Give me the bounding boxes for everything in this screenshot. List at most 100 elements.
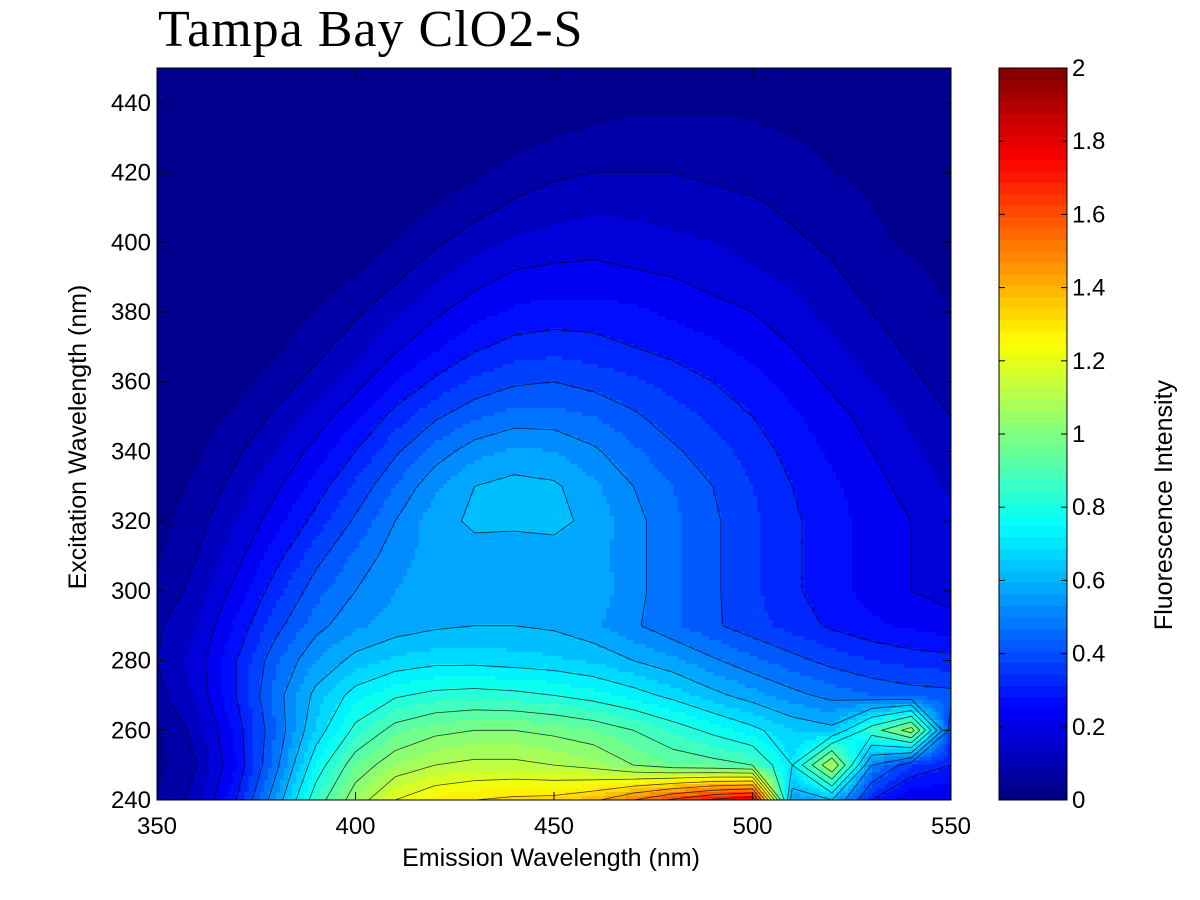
colorbar-swatch: [999, 674, 1067, 687]
colorbar-tick-label: 1.8: [1072, 128, 1105, 155]
contour-layer: [157, 68, 951, 800]
colorbar-tick-label: 0.6: [1072, 567, 1105, 594]
colorbar-swatch: [999, 376, 1067, 389]
colorbar-swatch: [999, 308, 1067, 321]
colorbar-tick-label: 1.6: [1072, 201, 1105, 228]
colorbar-tick-label: 0.8: [1072, 494, 1105, 521]
contour-band: [399, 776, 773, 800]
colorbar-tick-label: 1.2: [1072, 348, 1105, 375]
contour-band: [430, 780, 769, 800]
colorbar: 0 0.2 0.4 0.6 0.8 1 1.2 1.4 1.6 1.8 2: [998, 55, 1105, 814]
colorbar-swatch: [999, 193, 1067, 206]
colorbar-swatch: [999, 365, 1067, 378]
colorbar-swatch: [999, 639, 1067, 652]
colorbar-swatch: [999, 228, 1067, 240]
colorbar-swatch: [999, 719, 1067, 732]
y-tick-label: 380: [111, 299, 151, 326]
colorbar-swatch: [999, 445, 1067, 458]
colorbar-swatch: [999, 708, 1067, 721]
axes: 350 400 450 500 550 240 260 280 300 320 340 360 380 4…: [111, 67, 971, 840]
colorbar-swatch: [999, 571, 1067, 584]
colorbar-swatch: [999, 559, 1067, 572]
colorbar-swatch: [999, 319, 1067, 332]
colorbar-swatch: [999, 742, 1067, 755]
colorbar-swatch: [999, 731, 1067, 744]
colorbar-swatch: [999, 456, 1067, 469]
colorbar-label: Fluorescence Intensity: [1150, 379, 1178, 630]
colorbar-swatch: [999, 182, 1067, 195]
colorbar-swatch: [999, 605, 1067, 618]
colorbar-swatch: [999, 113, 1067, 126]
colorbar-swatch: [999, 765, 1067, 778]
colorbar-swatch: [999, 434, 1067, 446]
colorbar-swatch: [999, 216, 1067, 229]
colorbar-swatch: [999, 468, 1067, 481]
contour-band: [276, 448, 940, 800]
colorbar-swatch: [999, 582, 1067, 595]
colorbar-swatch: [999, 342, 1067, 355]
contour-band: [494, 780, 769, 800]
colorbar-swatch: [999, 331, 1067, 343]
colorbar-swatch: [999, 262, 1067, 275]
chart-title: Tampa Bay ClO2-S: [158, 1, 584, 58]
colorbar-swatch: [999, 148, 1067, 160]
colorbar-swatch: [999, 525, 1067, 538]
colorbar-swatch: [999, 388, 1067, 401]
y-tick-label: 340: [111, 438, 151, 465]
contour-band: [581, 784, 765, 800]
colorbar-swatch: [999, 536, 1067, 549]
x-tick-label: 450: [534, 813, 574, 840]
colorbar-swatch: [999, 159, 1067, 172]
contour-band: [295, 664, 932, 800]
colorbar-swatch: [999, 296, 1067, 309]
colorbar-swatch: [999, 502, 1067, 515]
colorbar-tick-label: 1.4: [1072, 275, 1105, 302]
colorbar-swatch: [999, 79, 1067, 92]
contour-band: [645, 788, 753, 800]
x-tick-label: 500: [732, 813, 772, 840]
colorbar-swatch: [999, 754, 1067, 767]
y-tick-label: 440: [111, 90, 151, 117]
colorbar-swatch: [999, 777, 1067, 789]
colorbar-tick-label: 0.2: [1072, 714, 1105, 741]
colorbar-swatch: [999, 90, 1067, 103]
y-tick-label: 300: [111, 578, 151, 605]
colorbar-swatch: [999, 399, 1067, 412]
colorbar-swatch: [999, 273, 1067, 286]
contour-band: [184, 216, 951, 800]
y-tick-label: 360: [111, 369, 151, 396]
contour-band: [288, 648, 936, 800]
contour-band: [284, 476, 936, 800]
colorbar-tick-label: 1: [1072, 421, 1085, 448]
x-tick-label: 350: [137, 813, 177, 840]
contour-band: [157, 172, 951, 800]
colorbar-swatch: [999, 285, 1067, 298]
contour-band: [157, 68, 951, 793]
y-tick-label: 260: [111, 717, 151, 744]
contour-band: [220, 300, 951, 800]
contour-band: [355, 744, 837, 800]
colorbar-swatch: [999, 662, 1067, 675]
y-tick-label: 320: [111, 508, 151, 535]
contour-band: [315, 700, 924, 800]
colorbar-swatch: [999, 422, 1067, 435]
colorbar-swatch: [999, 239, 1067, 252]
x-tick-label: 400: [335, 813, 375, 840]
x-axis-label: Emission Wavelength (nm): [402, 844, 700, 872]
y-tick-label: 280: [111, 648, 151, 675]
contour-band: [157, 116, 951, 800]
contour-band: [383, 772, 773, 800]
colorbar-swatch: [999, 102, 1067, 115]
colorbar-swatch: [999, 788, 1067, 801]
colorbar-swatch: [999, 411, 1067, 423]
colorbar-swatch: [999, 170, 1067, 183]
colorbar-swatch: [999, 479, 1067, 492]
y-tick-label: 240: [111, 787, 151, 814]
y-tick-label: 400: [111, 229, 151, 256]
y-tick-label: 420: [111, 160, 151, 187]
x-tick-label: 550: [931, 813, 971, 840]
colorbar-swatch: [999, 125, 1067, 138]
contour-band: [303, 676, 928, 800]
colorbar-swatch: [999, 514, 1067, 526]
